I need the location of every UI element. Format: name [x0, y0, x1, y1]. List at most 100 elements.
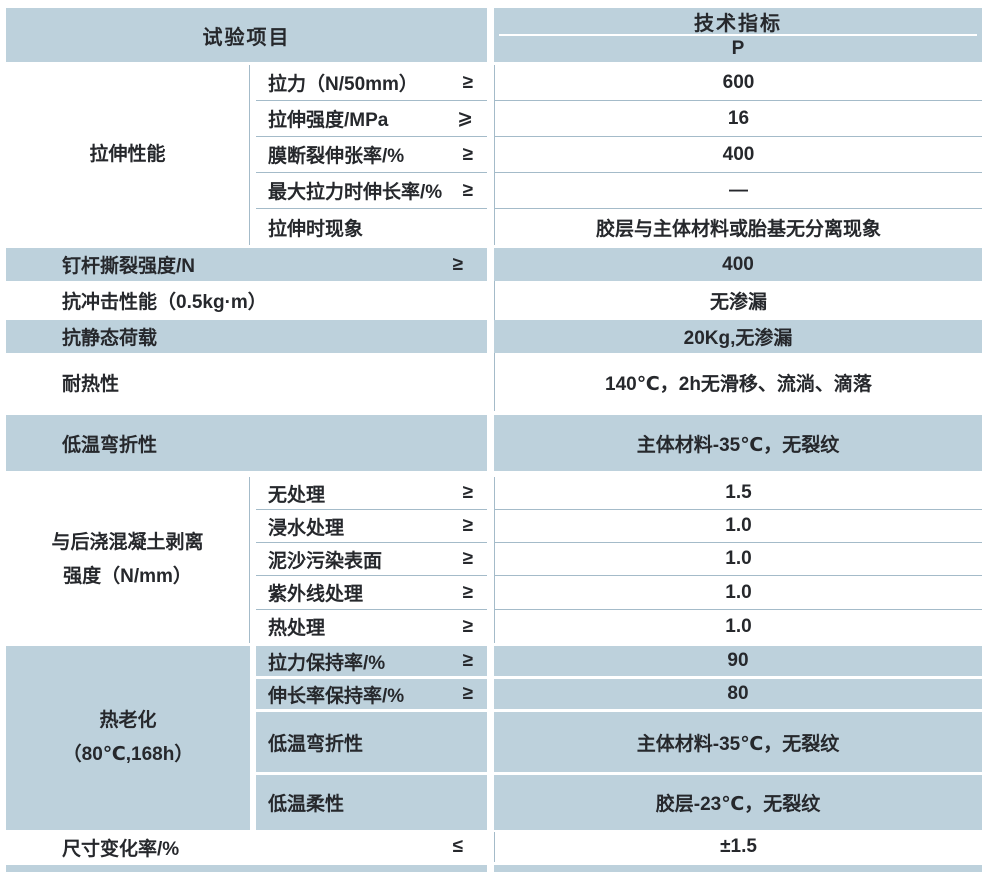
- table-row: 紫外线处理 ≥1.0: [256, 576, 982, 610]
- row-value: 主体材料-35℃，无裂纹: [494, 712, 982, 772]
- column-gap: [487, 832, 494, 862]
- row-value: 1.0: [494, 510, 982, 543]
- ge-symbol: ≥: [462, 71, 473, 93]
- row-label: 钉杆撕裂强度/N: [62, 256, 196, 277]
- sub-label-cell: 拉伸强度/MPa ⩾: [256, 101, 487, 137]
- column-gap: [487, 248, 494, 281]
- table-row: 最大拉力时伸长率/% ≥ —: [256, 173, 982, 209]
- sub-label-cell: 泥沙污染表面 ≥: [256, 543, 487, 576]
- ge-symbol: ≥: [462, 482, 473, 503]
- sub-label-cell: 拉力保持率/% ≥: [256, 646, 487, 676]
- column-gap: [487, 679, 494, 709]
- table-row: 抗静态荷载 20Kg,无渗漏: [6, 320, 982, 353]
- column-gap: [487, 173, 494, 209]
- ge-symbol: ≥: [462, 683, 473, 704]
- table-row: 低温柔性 胶层-23℃，无裂纹: [256, 775, 982, 830]
- ge-symbol: ≥: [462, 650, 473, 671]
- sub-rows: 无处理 ≥1.5 浸水处理 ≥1.0 泥沙污染表面 ≥1.0 紫外线处理 ≥1.0 热处理 ≥1.…: [256, 477, 982, 643]
- ge-symbol: ≥: [462, 515, 473, 536]
- row-value: ±1.5: [494, 832, 982, 862]
- row-value: 胶层与主体材料或胎基无分离现象: [494, 209, 982, 245]
- column-gap: [487, 65, 494, 101]
- row-label-cell: 抗冲击性能（0.5kg·m）: [6, 281, 487, 320]
- row-label: 抗冲击性能（0.5kg·m）: [62, 292, 267, 313]
- row-label: 抗静态荷载: [62, 328, 158, 349]
- row-value: 主体材料-35℃，无裂纹: [494, 415, 982, 471]
- ge-symbol: ≥: [462, 581, 473, 603]
- row-label: 拉力保持率/%: [268, 652, 386, 674]
- row-label: 无处理: [268, 484, 326, 506]
- header-test-items-cell: 试验项目: [6, 8, 487, 62]
- table-row: 拉力保持率/% ≥90: [256, 646, 982, 676]
- table-row: 钉杆撕裂强度/N ≥400: [6, 248, 982, 281]
- row-label: 泥沙污染表面: [268, 550, 383, 572]
- row-label: 伸长率保持率/%: [268, 685, 405, 707]
- column-gap: [487, 137, 494, 173]
- ge-symbol: ≤: [452, 836, 463, 857]
- row-label: 拉伸时现象: [268, 218, 364, 240]
- group-label-cell: 热老化 （80℃,168h）: [6, 646, 250, 830]
- row-label: 浸水处理: [268, 517, 345, 539]
- ge-symbol: ≥: [462, 615, 473, 637]
- column-gap: [487, 8, 494, 62]
- row-label: 低温弯折性: [268, 733, 364, 755]
- sub-rows: 拉力（N/50mm） ≥600 拉伸强度/MPa ⩾ 16 膜断裂伸张率/% ≥400 最大拉…: [256, 65, 982, 245]
- column-gap: [487, 543, 494, 576]
- column-gap: [487, 209, 494, 245]
- row-value: 400: [494, 248, 982, 281]
- ge-symbol: ≥: [462, 548, 473, 569]
- group-label: 热老化: [99, 709, 157, 731]
- sub-label-cell: 低温柔性: [256, 775, 487, 830]
- row-label: 拉力（N/50mm）: [268, 74, 418, 95]
- ge-symbol: ≥: [452, 253, 463, 275]
- row-value: 600: [494, 65, 982, 101]
- table-row: 热处理 ≥1.0: [256, 610, 982, 643]
- column-gap: [487, 646, 494, 676]
- table-row: 耐热性 140℃，2h无滑移、流淌、滴落: [6, 353, 982, 411]
- table-header: 试验项目 技术指标 P: [6, 8, 982, 62]
- row-value: 1.0: [494, 576, 982, 610]
- group-label-line2: 强度（N/mm）: [63, 566, 192, 587]
- column-gap: [487, 353, 494, 411]
- sub-label-cell: 最大拉力时伸长率/% ≥: [256, 173, 487, 209]
- sub-label-cell: 伸长率保持率/% ≥: [256, 679, 487, 709]
- group-label: 与后浇混凝土剥离: [51, 531, 204, 553]
- column-gap: [487, 415, 494, 471]
- row-value: 无渗漏: [494, 281, 982, 320]
- row-label: 膜断裂伸张率/%: [268, 146, 405, 167]
- sub-rows: 拉力保持率/% ≥90 伸长率保持率/% ≥80 低温弯折性 主体材料-35℃，无裂纹 低温…: [256, 646, 982, 830]
- row-label-cell: 耐热性: [6, 353, 487, 411]
- header-divider-line: [499, 34, 977, 36]
- table-row: 抗冲击性能（0.5kg·m） 无渗漏: [6, 281, 982, 320]
- column-gap: [487, 281, 494, 320]
- row-label: 最大拉力时伸长率/%: [268, 182, 443, 203]
- row-value: 1.5: [494, 477, 982, 510]
- table-section: 热老化 （80℃,168h） 拉力保持率/% ≥90 伸长率保持率/% ≥80 低温弯折性 主…: [6, 646, 982, 830]
- column-gap: [487, 477, 494, 510]
- group-label-cell: 与后浇混凝土剥离 强度（N/mm）: [6, 477, 250, 643]
- row-label: 拉伸强度/MPa: [268, 110, 389, 131]
- column-gap: [487, 865, 494, 872]
- row-label: 热处理: [268, 618, 326, 639]
- table-body: 拉伸性能 拉力（N/50mm） ≥600 拉伸强度/MPa ⩾ 16 膜断裂伸张率/% ≥40…: [6, 65, 982, 862]
- sub-label-cell: 热处理 ≥: [256, 610, 487, 643]
- row-label-cell: 钉杆撕裂强度/N ≥: [6, 248, 487, 281]
- table-row: 膜断裂伸张率/% ≥400: [256, 137, 982, 173]
- column-gap: [487, 775, 494, 830]
- ge-symbol: ≥: [462, 143, 473, 165]
- table-row: 拉伸时现象 胶层与主体材料或胎基无分离现象: [256, 209, 982, 245]
- sub-label-cell: 拉力（N/50mm） ≥: [256, 65, 487, 101]
- table-row: 无处理 ≥1.5: [256, 477, 982, 510]
- row-label: 紫外线处理: [268, 584, 364, 605]
- row-label: 低温柔性: [268, 794, 345, 815]
- row-value: 80: [494, 679, 982, 709]
- table-row: 低温弯折性 主体材料-35℃，无裂纹: [6, 415, 982, 471]
- table-footer-bar: [6, 865, 982, 872]
- row-value: 1.0: [494, 543, 982, 576]
- sub-label-cell: 低温弯折性: [256, 712, 487, 772]
- column-gap: [487, 610, 494, 643]
- row-value: 140℃，2h无滑移、流淌、滴落: [494, 353, 982, 411]
- sub-label-cell: 拉伸时现象: [256, 209, 487, 245]
- table-section: 拉伸性能 拉力（N/50mm） ≥600 拉伸强度/MPa ⩾ 16 膜断裂伸张率/% ≥40…: [6, 65, 982, 245]
